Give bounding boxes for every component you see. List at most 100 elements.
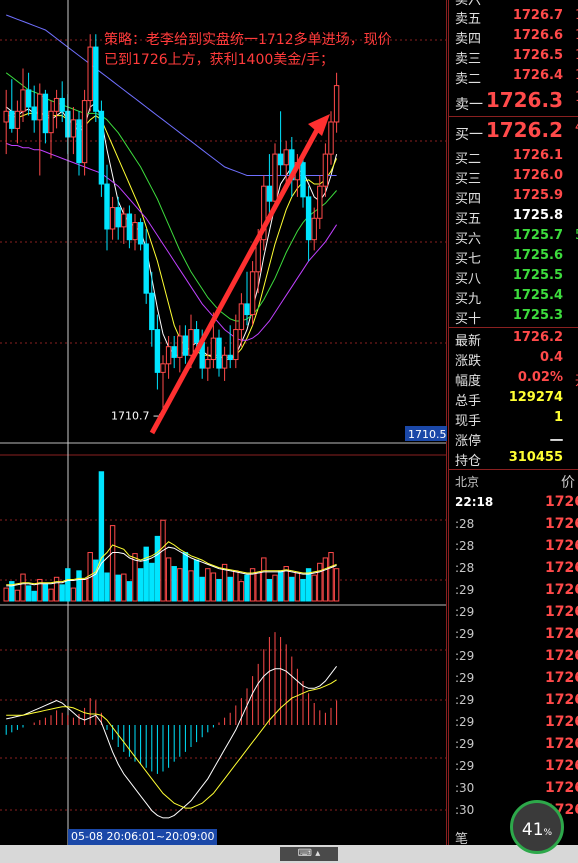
price-ma-line-0 [5, 101, 338, 360]
volume-bar [328, 552, 334, 602]
candle-body [53, 97, 60, 112]
chart-svg[interactable]: 1710.7 → 1710.5 策略：老李给到实盘统一1712多单进场，现价已到17… [0, 0, 447, 845]
quote-6-value: 310455 [508, 450, 563, 465]
tick-row: :29 1726 [449, 756, 578, 778]
tick-time: :29 [455, 583, 475, 597]
volume-bar [109, 525, 116, 602]
bid-2-row: 买二 1726.1 [449, 146, 578, 167]
volume-bar [93, 559, 99, 602]
bid-10-value: 1725.3 [512, 308, 563, 323]
volume-bar [115, 574, 121, 602]
chart-area[interactable]: 1710.7 → 1710.5 策略：老李给到实盘统一1712多单进场，现价 已到17… [0, 0, 447, 845]
bid-1-edge: 4 [575, 120, 578, 135]
battery-percent: 41 [521, 820, 544, 840]
ask-3-label: 卖三 [455, 52, 482, 67]
bid-6-label: 买六 [455, 232, 482, 247]
tick-time: :29 [455, 693, 475, 707]
candle-body [300, 162, 306, 198]
candle-body [165, 346, 172, 365]
quote-1-label: 涨跌 [455, 354, 482, 369]
candle-body [261, 185, 267, 241]
bid-1-value: 1726.2 [485, 118, 563, 142]
strategy-note-line2: 已到1726上方，获利1400美金/手； [104, 52, 334, 68]
macd-dea-line [6, 679, 337, 809]
quote-5-value: 一 [549, 434, 563, 449]
ask-1-value: 1726.3 [485, 88, 563, 112]
volume-bar [9, 581, 15, 602]
bid-4-value: 1725.9 [512, 188, 563, 203]
tick-price: 1726 [545, 736, 578, 752]
bid-10-row: 买十 1725.3 [449, 306, 578, 327]
keyboard-icon[interactable]: ⌨ ▴ [280, 847, 338, 861]
volume-bar [317, 562, 323, 602]
quote-3-label: 总手 [455, 394, 482, 409]
volume-bar [277, 570, 284, 602]
tick-time: :28 [455, 561, 475, 575]
battery-indicator: 41% [510, 800, 564, 854]
candle-body [137, 222, 144, 245]
volume-bar [25, 585, 32, 602]
candle-body [249, 271, 256, 316]
candle-body [37, 93, 43, 121]
quote-5-label: 涨停 [455, 434, 482, 449]
tick-time: :28 [455, 539, 475, 553]
tick-price: 1726 [545, 758, 578, 774]
volume-bar [238, 581, 245, 602]
candle-body [70, 119, 77, 138]
ask-3-edge: 1 [575, 48, 578, 63]
quote-0-value: 1726.2 [512, 330, 563, 345]
candle-body [328, 121, 334, 155]
candle-body [272, 153, 278, 202]
volume-bar [193, 559, 200, 602]
tick-time: :29 [455, 627, 475, 641]
volume-bar [137, 568, 144, 602]
volume-bar [333, 568, 340, 602]
volume-bar [233, 570, 239, 602]
volume-ma-line-ma_yellow [6, 541, 337, 586]
bid-8-value: 1725.5 [512, 268, 563, 283]
volume-bar [261, 557, 267, 602]
volume-bar [20, 573, 26, 602]
ask-6-label: 卖六 [455, 0, 482, 8]
bid-5-label: 买五 [455, 212, 482, 227]
tick-time: :28 [455, 517, 475, 531]
strategy-note-line1: 策略：老李给到实盘统一1712多单进场，现价 [104, 31, 392, 48]
volume-bar [188, 570, 194, 602]
tick-row: :29 1726 [449, 734, 578, 756]
price-ma-line-1 [6, 112, 338, 358]
bid-6-edge: 5 [575, 228, 578, 243]
ask-2-label: 卖二 [455, 72, 482, 87]
volume-bar [154, 535, 161, 602]
ticks-header: 北京 价 [449, 470, 578, 492]
candle-body [216, 337, 222, 369]
volume-bar [272, 574, 278, 602]
volume-bar [294, 572, 301, 602]
candle-body [81, 100, 88, 164]
candle-body [188, 329, 194, 356]
candle-body [333, 85, 340, 123]
volume-bar [104, 572, 110, 602]
tick-price: 1726 [545, 626, 578, 642]
bid-7-row: 买七 1725.6 [449, 246, 578, 267]
volume-bar [132, 553, 138, 602]
candle-body [160, 363, 166, 373]
tab-ticks[interactable]: 笔 [455, 832, 469, 847]
tick-row: :29 1726 [449, 580, 578, 602]
quote-divider [449, 327, 578, 328]
tick-row: :28 1726 [449, 514, 578, 536]
candle-body [227, 354, 233, 361]
candle-body [143, 243, 149, 294]
tick-price: 1726 [545, 516, 578, 532]
price-ma-line-3 [6, 142, 338, 341]
volume-bar [42, 583, 49, 602]
trend-arrow-shaft [149, 126, 321, 435]
ticks-divider [449, 469, 578, 470]
quote-0-row: 最新 1726.2 [449, 328, 578, 349]
volume-bar [311, 574, 317, 602]
ask-4-row: 卖四 1726.6 1 [449, 26, 578, 47]
ask-5-value: 1726.7 [512, 8, 563, 23]
tick-row: :30 1726 [449, 778, 578, 800]
volume-bar [171, 566, 177, 602]
candle-body [154, 329, 161, 373]
